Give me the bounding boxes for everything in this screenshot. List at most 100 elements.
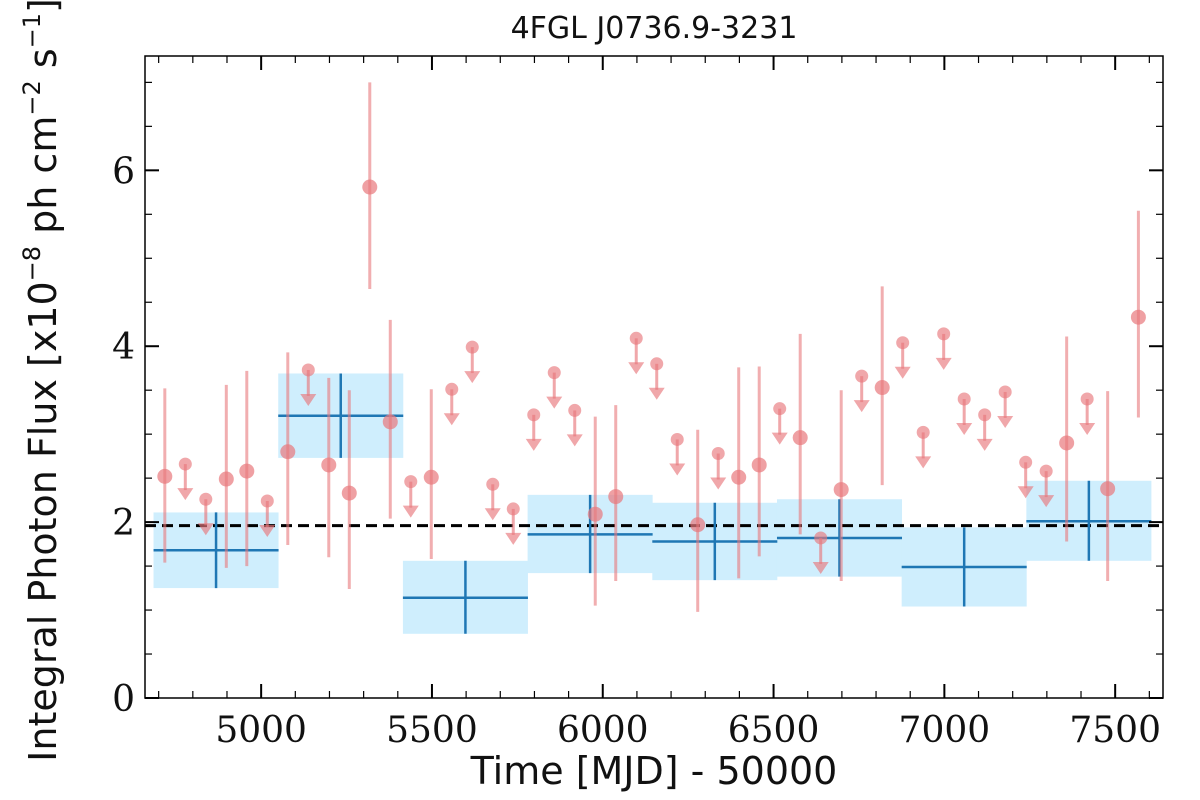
axes: 5000 5500 6000 6500 7000 7500 0 2 4 6 [112,55,1164,751]
upper-limit-arrow [853,400,870,413]
y-axis-label-text-3: s [21,48,65,80]
monthly-point [731,469,747,485]
upper-limit-point [670,432,684,446]
y-axis-label-text-2: ph cm [21,116,65,246]
upper-limit-arrow [443,413,460,426]
chart-title: 4FGL J0736.9-3231 [511,11,798,46]
upper-limit-arrow [935,357,952,370]
monthly-point [280,444,296,460]
monthly-point [751,457,767,473]
y-axis-label-text-4: ] [21,0,65,13]
x-tick-label: 6000 [557,710,649,751]
y-axis-label-text-1: Integral Photon Flux [x10 [21,281,65,762]
upper-limit-point [260,494,274,508]
x-tick-label: 7000 [899,710,991,751]
upper-limit-point [916,425,930,439]
upper-limit-point [445,382,459,396]
monthly-point [874,380,890,396]
upper-limit-arrow [402,505,419,518]
x-tick-label: 5500 [386,710,478,751]
monthly-point [608,489,624,505]
monthly-point [218,471,234,487]
upper-limit-point [568,403,582,417]
monthly-point [382,414,398,430]
upper-limit-arrow [915,456,932,469]
upper-limit-point [1080,392,1094,406]
y-axis-label-exp-3: −1 [18,13,46,48]
upper-limit-point [814,531,828,545]
upper-limit-point [629,331,643,345]
upper-limit-point [486,477,500,491]
upper-limit-point [855,369,869,383]
upper-limit-arrow [710,477,727,490]
x-axis-label: Time [MJD] - 50000 [470,749,838,793]
y-tick-label: 4 [112,327,135,368]
plot-area [145,82,1163,634]
upper-limit-point [301,363,315,377]
x-tick-label: 5000 [215,710,307,751]
upper-limit-arrow [300,393,317,406]
upper-limit-arrow [812,561,829,574]
upper-limit-point [937,327,951,341]
upper-limit-arrow [997,415,1014,428]
upper-limit-point [998,385,1012,399]
monthly-point [833,482,849,498]
upper-limit-arrow [197,523,214,536]
y-axis-label-exp-2: −2 [18,80,46,115]
x-tick-label: 7500 [1069,710,1161,751]
upper-limit-arrow [956,422,973,435]
upper-limit-arrow [525,438,542,451]
y-tick-label: 6 [112,151,135,192]
y-tick-label: 0 [112,679,135,720]
upper-limit-point [527,408,541,422]
upper-limit-arrow [976,438,993,451]
upper-limit-point [404,475,418,489]
upper-limit-arrow [259,525,276,538]
upper-limit-point [199,492,213,506]
plot-frame [144,55,1164,699]
upper-limit-arrow [464,371,481,384]
upper-limit-point [465,340,479,354]
upper-limit-point [1019,455,1033,469]
monthly-point [362,179,378,195]
monthly-point [157,468,173,484]
upper-limit-point [711,447,725,461]
upper-limit-arrow [566,434,583,447]
monthly-point [1130,309,1146,325]
monthly-point [792,430,808,446]
upper-limit-point [1039,464,1053,478]
upper-limit-arrow [505,532,522,545]
upper-limit-arrow [669,463,686,476]
monthly-point [1100,481,1116,497]
upper-limit-point [178,457,192,471]
monthly-point [321,457,337,473]
upper-limit-point [978,408,992,422]
upper-limit-arrow [628,362,645,375]
monthly-point [690,517,706,533]
upper-limit-arrow [648,387,665,400]
monthly-point [423,469,439,485]
upper-limit-point [957,392,971,406]
monthly-point [587,506,603,522]
monthly-point [239,463,255,479]
upper-limit-arrow [177,488,194,501]
upper-limit-point [650,357,664,371]
upper-limit-arrow [1017,486,1034,499]
upper-limit-point [506,502,520,516]
upper-limit-arrow [771,432,788,445]
upper-limit-arrow [1079,422,1096,435]
y-axis-label-exp-1: −8 [18,246,46,281]
monthly-point [341,485,357,501]
y-axis-label: Integral Photon Flux [x10−8 ph cm−2 s−1] [18,0,65,762]
plot-content [145,82,1163,634]
upper-limit-arrow [546,396,563,409]
x-tick-label: 6500 [728,710,820,751]
upper-limit-point [896,336,910,350]
upper-limit-point [547,366,561,380]
upper-limit-point [773,402,787,416]
y-tick-label: 2 [112,503,135,544]
upper-limit-arrow [894,366,911,379]
monthly-point [1059,435,1075,451]
upper-limit-arrow [484,508,501,521]
